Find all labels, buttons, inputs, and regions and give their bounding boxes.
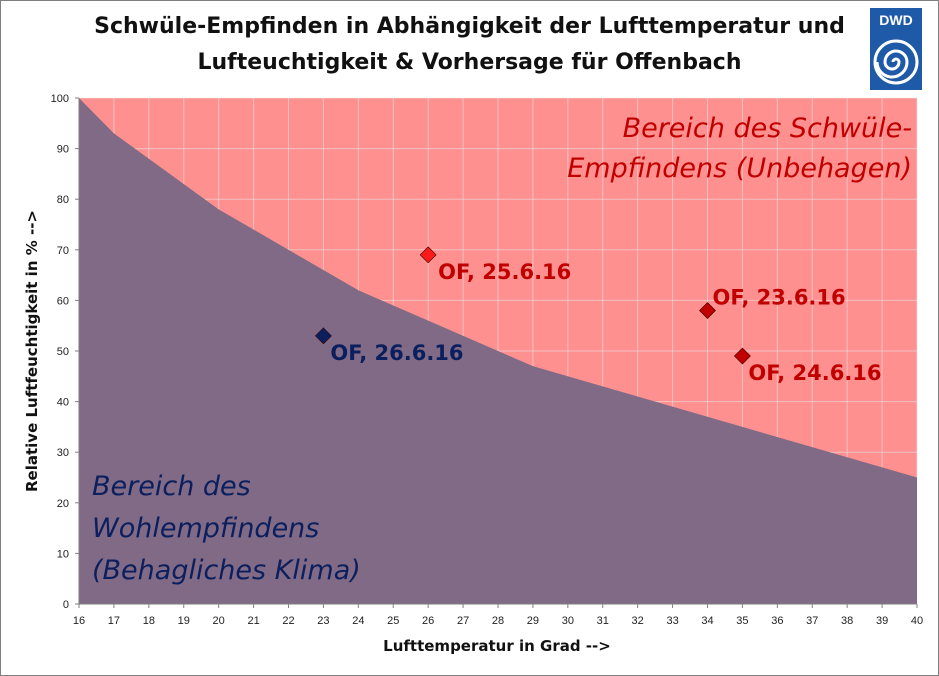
- x-tick-label: 23: [317, 615, 329, 627]
- x-tick-label: 37: [806, 615, 818, 627]
- x-tick-label: 17: [108, 615, 120, 627]
- comfortable-region-label: (Behagliches Klima): [92, 555, 361, 586]
- dwd-logo: DWD: [870, 8, 922, 90]
- x-tick-label: 16: [73, 615, 85, 627]
- x-tick-label: 40: [911, 615, 923, 627]
- data-point-label: OF, 23.6.16: [713, 286, 846, 310]
- data-point-label: OF, 24.6.16: [748, 361, 881, 385]
- data-point-marker: [314, 327, 332, 345]
- dwd-swirl-icon: [873, 39, 919, 85]
- y-axis-label: Relative Luftfeuchtigkeit in % -->: [23, 210, 41, 492]
- uncomfortable-region-label: Empfindens (Unbehagen): [567, 153, 912, 184]
- y-tick-label: 60: [57, 295, 69, 307]
- data-point-label: OF, 26.6.16: [330, 341, 463, 365]
- y-tick-label: 10: [57, 548, 69, 560]
- data-point-marker: [733, 347, 751, 365]
- x-axis-label: Lufttemperatur in Grad -->: [383, 637, 611, 655]
- x-tick-label: 26: [422, 615, 434, 627]
- y-tick-label: 30: [57, 447, 69, 459]
- x-tick-label: 20: [213, 615, 225, 627]
- uncomfortable-region-label: Bereich des Schwüle-: [623, 113, 912, 144]
- x-tick-label: 38: [841, 615, 853, 627]
- data-point-marker: [419, 246, 437, 264]
- y-tick-label: 90: [57, 144, 69, 156]
- data-point-marker: [699, 302, 716, 319]
- x-tick-label: 39: [876, 615, 888, 627]
- y-tick-label: 100: [51, 93, 69, 105]
- dwd-logo-text: DWD: [879, 12, 913, 28]
- x-tick-label: 30: [562, 615, 574, 627]
- comfortable-region-label: Bereich des: [92, 471, 251, 502]
- chart-title-line-2: Lufteuchtigkeit & Vorhersage für Offenba…: [197, 50, 742, 75]
- x-tick-label: 25: [387, 615, 399, 627]
- x-tick-label: 27: [457, 615, 469, 627]
- x-tick-label: 19: [178, 615, 190, 627]
- comfortable-region-area: [79, 98, 917, 604]
- y-tick-label: 70: [57, 245, 69, 257]
- x-tick-label: 36: [771, 615, 783, 627]
- chart-title-line-1: Schwüle-Empfinden in Abhängigkeit der Lu…: [94, 14, 845, 39]
- x-tick-label: 35: [736, 615, 748, 627]
- x-tick-label: 31: [597, 615, 609, 627]
- x-tick-label: 28: [492, 615, 504, 627]
- x-tick-label: 24: [352, 615, 364, 627]
- y-tick-label: 20: [57, 498, 69, 510]
- y-tick-label: 0: [63, 599, 69, 611]
- x-tick-label: 18: [143, 615, 155, 627]
- y-tick-label: 80: [57, 194, 69, 206]
- data-point-label: OF, 25.6.16: [438, 260, 571, 284]
- comfortable-region-label: Wohlempfindens: [92, 513, 319, 544]
- x-tick-label: 33: [666, 615, 678, 627]
- x-tick-label: 21: [247, 615, 259, 627]
- y-tick-label: 50: [57, 346, 69, 358]
- x-tick-label: 22: [282, 615, 294, 627]
- y-tick-label: 40: [57, 397, 69, 409]
- x-tick-label: 29: [527, 615, 539, 627]
- x-tick-label: 34: [701, 615, 713, 627]
- x-tick-label: 32: [632, 615, 644, 627]
